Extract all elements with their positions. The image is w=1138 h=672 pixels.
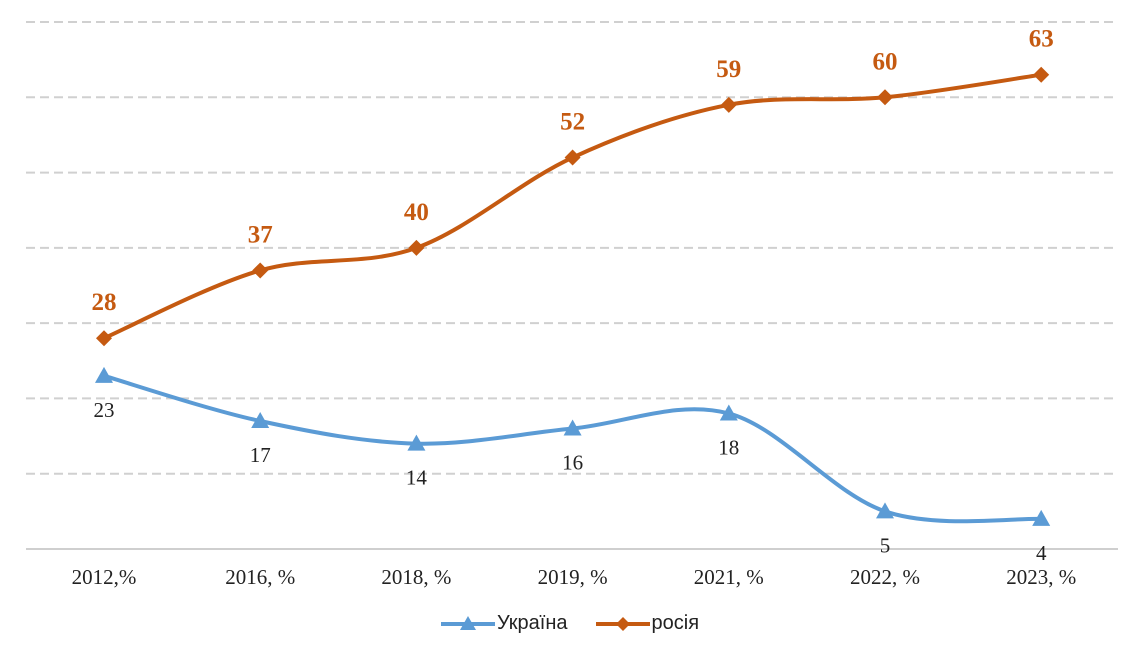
data-point bbox=[408, 239, 425, 256]
x-tick-label: 2022, % bbox=[850, 565, 920, 589]
data-label: 60 bbox=[873, 48, 898, 75]
legend-item-russia: росія bbox=[594, 612, 700, 635]
data-label: 5 bbox=[880, 533, 891, 557]
legend-swatch-russia bbox=[595, 616, 650, 631]
data-point bbox=[1032, 509, 1051, 526]
data-point bbox=[876, 502, 894, 519]
data-point bbox=[720, 96, 737, 113]
data-label: 23 bbox=[94, 398, 115, 422]
legend: Україна росія bbox=[0, 612, 1138, 635]
legend-swatch-ukraine bbox=[440, 615, 495, 630]
data-point bbox=[95, 366, 113, 383]
x-tick-label: 2021, % bbox=[694, 565, 764, 589]
data-point bbox=[877, 89, 893, 106]
legend-label-russia: росія bbox=[651, 612, 700, 634]
series-layer bbox=[95, 66, 1051, 526]
data-point bbox=[719, 404, 738, 421]
x-tick-label: 2018, % bbox=[381, 565, 451, 589]
data-point bbox=[407, 434, 426, 451]
x-tick-labels: 2012,% 2016, % 2018, % 2019, % 2021, % 2022, … bbox=[72, 565, 1077, 589]
data-point bbox=[252, 262, 269, 279]
data-label: 28 bbox=[92, 289, 117, 316]
data-label: 18 bbox=[718, 435, 739, 459]
data-label: 14 bbox=[406, 466, 428, 490]
data-point bbox=[251, 412, 270, 429]
data-point bbox=[96, 330, 112, 347]
data-label: 17 bbox=[250, 443, 271, 467]
data-point bbox=[563, 419, 582, 436]
data-point bbox=[564, 149, 581, 166]
data-label: 37 bbox=[248, 221, 273, 248]
legend-item-ukraine: Україна bbox=[439, 612, 568, 635]
gridlines bbox=[26, 21, 1118, 475]
data-label: 4 bbox=[1036, 541, 1047, 565]
data-labels: 23 17 14 16 18 5 4 28 37 40 52 59 60 63 bbox=[92, 26, 1054, 565]
data-label: 63 bbox=[1029, 26, 1054, 53]
data-point bbox=[1033, 66, 1050, 83]
data-label: 40 bbox=[404, 199, 429, 226]
data-label: 16 bbox=[562, 451, 583, 475]
line-chart: 2012,% 2016, % 2018, % 2019, % 2021, % 2022, … bbox=[26, 21, 1118, 589]
data-label: 59 bbox=[716, 56, 741, 83]
x-tick-label: 2019, % bbox=[538, 565, 608, 589]
data-label: 52 bbox=[560, 109, 585, 136]
legend-label-ukraine: Україна bbox=[496, 612, 568, 634]
x-tick-label: 2023, % bbox=[1006, 565, 1076, 589]
x-tick-label: 2012,% bbox=[72, 565, 137, 589]
x-tick-label: 2016, % bbox=[225, 565, 295, 589]
